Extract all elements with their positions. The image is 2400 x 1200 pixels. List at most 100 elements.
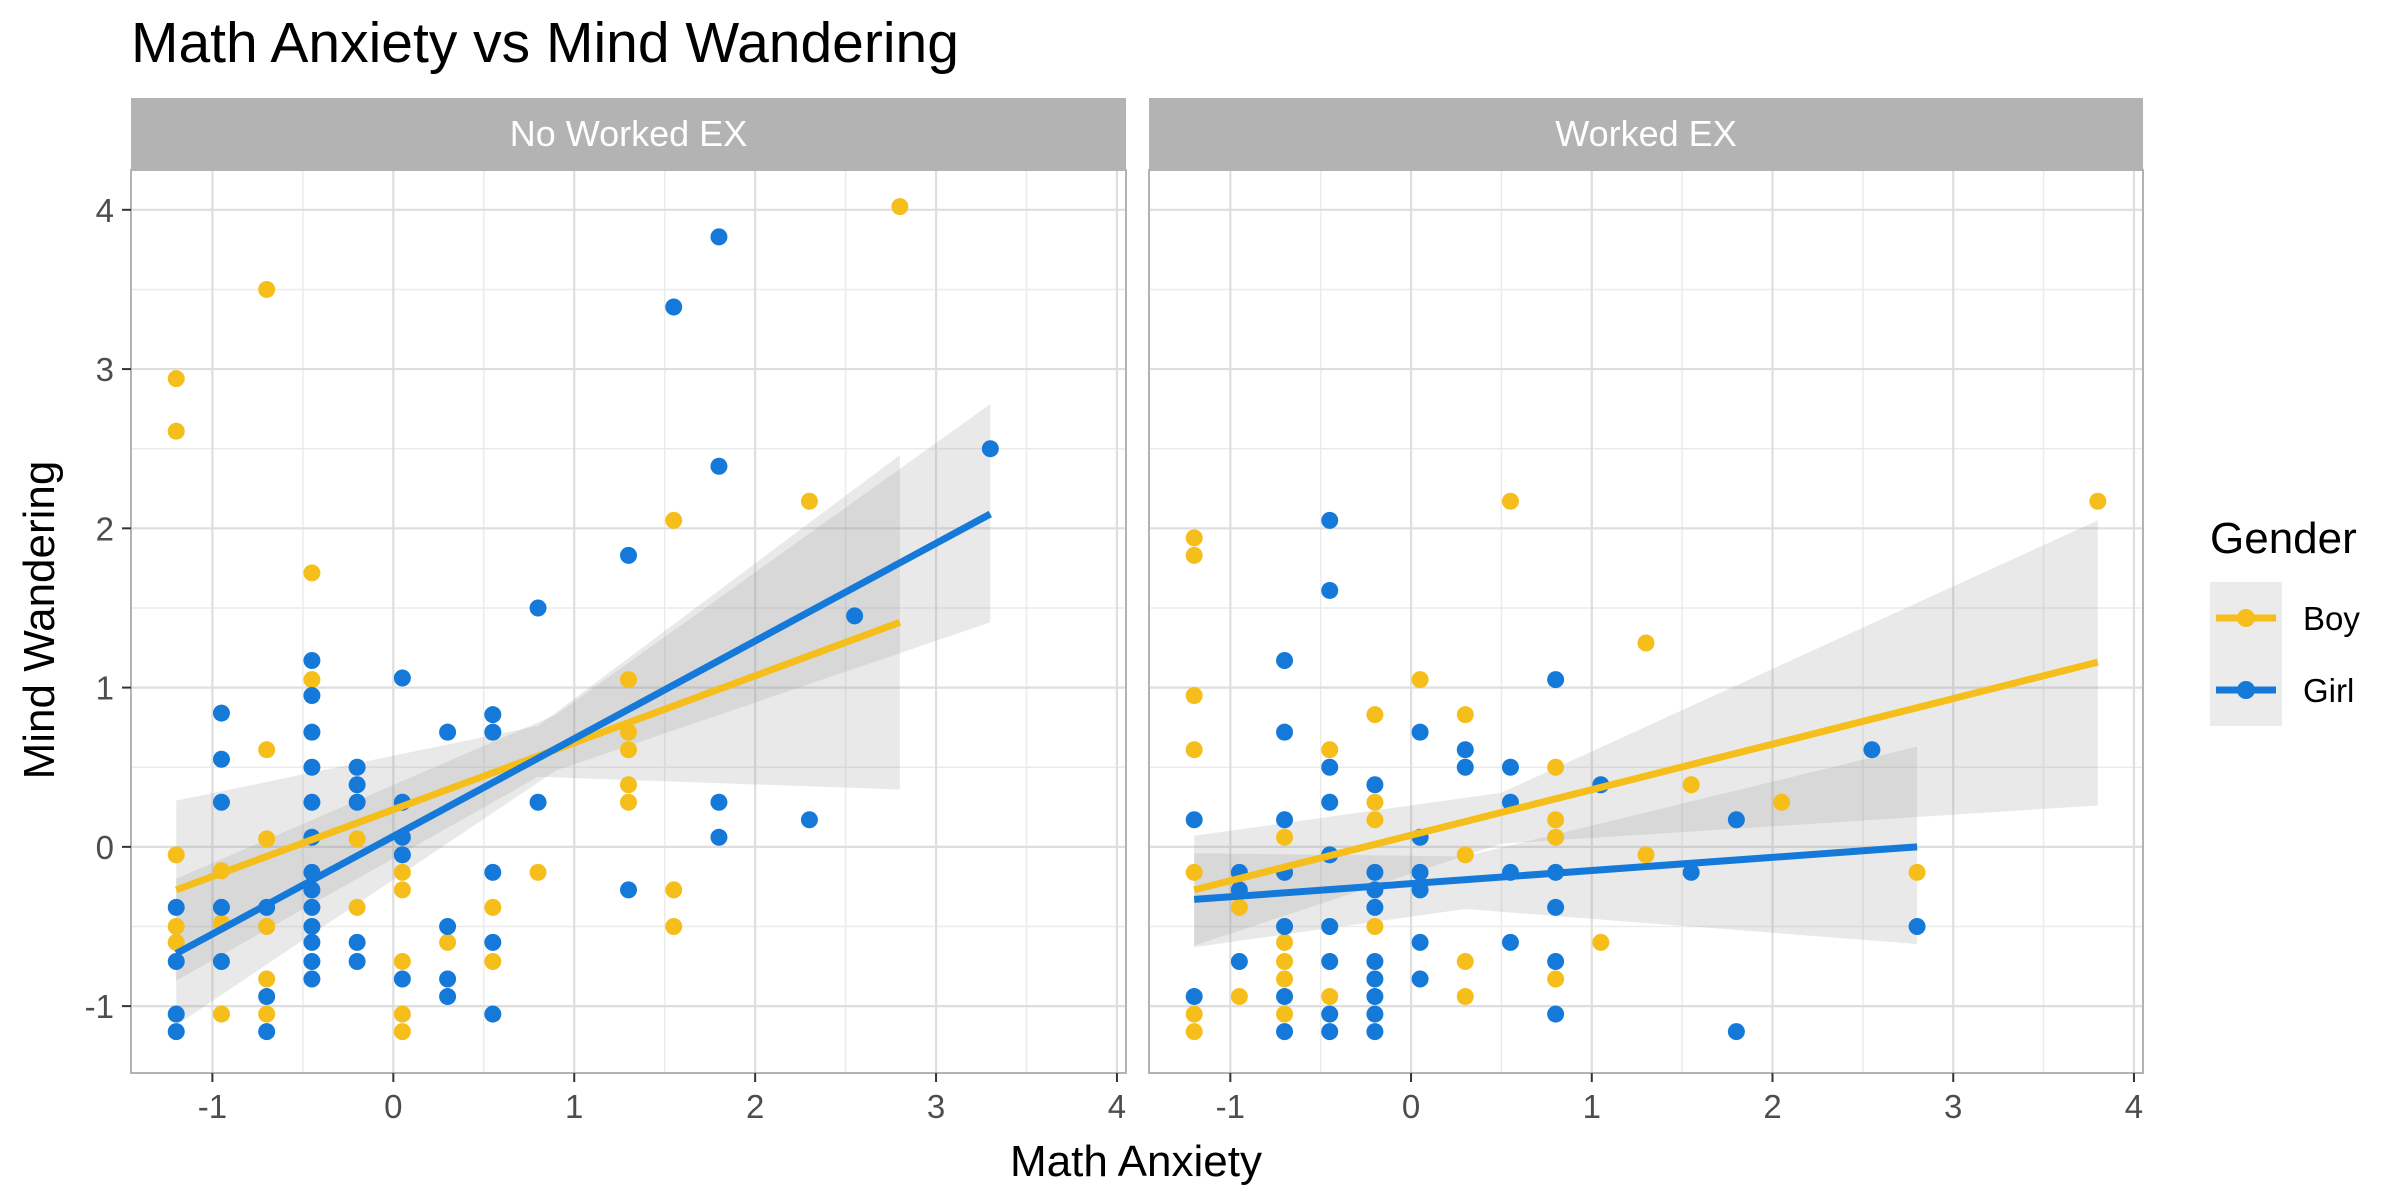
data-point: [1456, 741, 1474, 759]
data-point: [1276, 1023, 1294, 1041]
data-point: [1185, 687, 1203, 705]
data-point: [2089, 492, 2107, 510]
data-point: [529, 863, 547, 881]
y-tick-label: 3: [96, 351, 114, 388]
panels: No Worked EX -1 0 1 2 3 4 -1 0 1 2 3 4 Worked EX -1 0 1 2…: [85, 98, 2144, 1125]
data-point: [1411, 671, 1429, 689]
data-point: [710, 457, 728, 475]
data-point: [665, 917, 683, 935]
x-tick-label: 4: [1108, 1088, 1126, 1125]
confidence-band-boy: [176, 455, 900, 981]
data-point: [167, 370, 185, 388]
data-point: [393, 970, 411, 988]
data-point: [1592, 933, 1610, 951]
data-point: [1276, 723, 1294, 741]
data-point: [484, 863, 502, 881]
data-point: [620, 776, 637, 794]
data-point: [348, 776, 366, 794]
data-point: [891, 198, 909, 216]
data-point: [393, 863, 411, 881]
x-tick-label: 0: [384, 1088, 402, 1125]
data-point: [620, 741, 637, 759]
data-point: [439, 988, 457, 1006]
data-point: [348, 793, 366, 811]
y-tick-label: 4: [96, 192, 114, 229]
data-point: [620, 793, 637, 811]
panel-strip-label: No Worked EX: [510, 113, 747, 154]
data-point: [1456, 988, 1474, 1006]
data-point: [439, 933, 457, 951]
data-point: [1276, 988, 1294, 1006]
data-point: [303, 652, 321, 670]
data-point: [1547, 671, 1565, 689]
data-point: [212, 953, 230, 971]
data-point: [1501, 933, 1519, 951]
data-point: [1366, 776, 1384, 794]
data-point: [1185, 1023, 1203, 1041]
data-point: [1863, 741, 1881, 759]
x-tick-label: 1: [1583, 1088, 1601, 1125]
data-point: [1366, 1005, 1384, 1023]
data-point: [981, 440, 999, 458]
data-point: [1682, 863, 1700, 881]
data-point: [348, 933, 366, 951]
data-point: [303, 970, 321, 988]
data-point: [1321, 988, 1339, 1006]
data-point: [258, 280, 276, 298]
data-point: [484, 723, 502, 741]
data-point: [529, 793, 547, 811]
data-point: [620, 881, 637, 899]
data-point: [1185, 811, 1203, 829]
data-point: [348, 830, 366, 848]
gridlines: [1149, 170, 2143, 1073]
data-point: [393, 1005, 411, 1023]
data-point: [303, 917, 321, 935]
data-point: [1411, 970, 1429, 988]
data-point: [1547, 953, 1565, 971]
data-point: [258, 988, 276, 1006]
data-point: [303, 671, 321, 689]
data-point: [258, 1005, 276, 1023]
legend-entries: Boy Girl: [2210, 582, 2360, 726]
data-point: [439, 723, 457, 741]
data-point: [1908, 917, 1926, 935]
legend-key-point: [2237, 609, 2255, 627]
data-point: [1456, 953, 1474, 971]
x-tick-label: 0: [1402, 1088, 1420, 1125]
data-point: [1366, 917, 1384, 935]
points-boy: [1185, 492, 2107, 1041]
data-point: [1637, 846, 1655, 864]
y-tick-label: -1: [85, 988, 114, 1025]
data-point: [303, 793, 321, 811]
data-point: [258, 741, 276, 759]
data-point: [1547, 758, 1565, 776]
data-point: [1727, 1023, 1745, 1041]
data-point: [484, 706, 502, 724]
data-point: [348, 898, 366, 916]
legend-key-point: [2237, 681, 2255, 699]
data-point: [1185, 1005, 1203, 1023]
data-point: [710, 228, 728, 246]
data-point: [1185, 988, 1203, 1006]
data-point: [1321, 511, 1339, 529]
data-point: [1411, 723, 1429, 741]
data-point: [1185, 546, 1203, 564]
data-point: [303, 687, 321, 705]
data-point: [1547, 811, 1565, 829]
data-point: [258, 1023, 276, 1041]
data-point: [1230, 898, 1248, 916]
data-point: [212, 898, 230, 916]
legend: Gender Boy Girl: [2210, 514, 2360, 726]
data-point: [1637, 634, 1655, 652]
data-point: [1908, 863, 1926, 881]
data-point: [1366, 988, 1384, 1006]
data-point: [800, 811, 818, 829]
data-point: [1276, 652, 1294, 670]
data-point: [303, 898, 321, 916]
panel-0: No Worked EX -1 0 1 2 3 4 -1 0 1 2 3 4: [85, 98, 1127, 1125]
data-point: [1501, 758, 1519, 776]
data-point: [1456, 758, 1474, 776]
data-point: [484, 898, 502, 916]
data-point: [1185, 741, 1203, 759]
data-point: [1366, 953, 1384, 971]
